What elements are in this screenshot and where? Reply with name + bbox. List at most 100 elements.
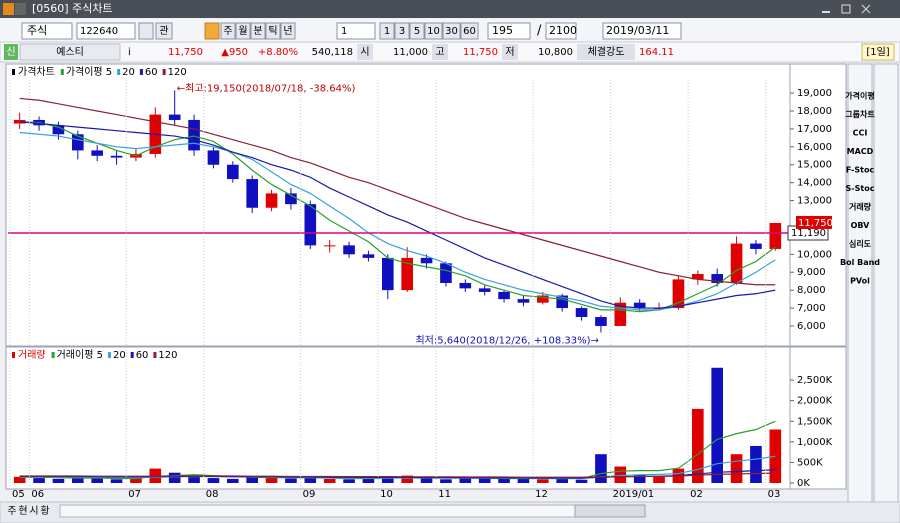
indicator-button[interactable]: S-Stoc — [846, 184, 875, 193]
indicator-button[interactable]: 가격이평 — [845, 91, 874, 101]
volume-bar — [227, 478, 239, 484]
volume-bar — [304, 477, 317, 484]
minute-button[interactable] — [379, 22, 395, 40]
close-button[interactable] — [861, 4, 871, 14]
minute-button[interactable] — [409, 22, 425, 40]
minute-button[interactable] — [424, 22, 443, 40]
y-tick-label: 0K — [797, 478, 810, 489]
volume-bar — [110, 479, 123, 484]
volume-bar — [440, 479, 452, 484]
period-label: 주 — [223, 26, 232, 37]
market-select[interactable] — [21, 22, 73, 40]
indicator-button[interactable]: MACD — [847, 147, 874, 156]
period-label: 년 — [283, 25, 292, 37]
legend-entry: 60 — [136, 350, 149, 361]
minute-button[interactable] — [394, 22, 410, 40]
volume-bar — [730, 454, 743, 484]
period-button[interactable] — [265, 22, 281, 40]
volume-bar — [33, 478, 45, 484]
period-button[interactable] — [220, 22, 236, 40]
volume-bar — [343, 479, 355, 484]
legend-entry: 거래량 — [18, 349, 46, 361]
y-tick-label: 18,000 — [797, 106, 832, 117]
y-tick-label: 14,000 — [797, 178, 832, 189]
candle-body — [91, 150, 103, 156]
watch-button[interactable] — [155, 22, 173, 40]
volume-bar — [750, 445, 762, 484]
volume-bar — [188, 476, 200, 484]
volume-bar — [72, 477, 84, 484]
indicator-button[interactable]: CCI — [853, 129, 868, 138]
date: 2019/03/11 — [606, 24, 669, 37]
unit-select[interactable] — [336, 22, 376, 40]
candle-body — [769, 222, 782, 249]
volume-bar — [130, 478, 142, 484]
candle-body — [110, 155, 123, 158]
last-price-label: 11,750 — [798, 218, 833, 229]
info[interactable]: i — [128, 47, 131, 58]
code-input[interactable] — [76, 22, 136, 40]
ma-line — [19, 121, 776, 313]
label-box — [357, 44, 373, 60]
indicator-button[interactable]: Bol Band — [840, 258, 880, 267]
volume-bar — [420, 478, 433, 484]
candle-body — [401, 257, 413, 291]
period-button[interactable] — [250, 22, 266, 40]
price-panel — [5, 63, 847, 347]
candle-body — [750, 243, 762, 249]
day-button[interactable] — [204, 22, 220, 40]
separator: / — [537, 24, 542, 39]
ma-line — [19, 472, 776, 478]
indicator-button[interactable]: 그룹차트 — [845, 109, 875, 119]
indicator-button[interactable]: 심리도 — [849, 239, 872, 249]
count-input[interactable] — [487, 22, 531, 40]
maximize-button[interactable] — [841, 4, 851, 14]
strength-label: 체결강도 — [588, 46, 625, 58]
volume-bar — [246, 477, 258, 484]
y-tick-label: 8,000 — [797, 285, 826, 296]
minute-label: 3 — [399, 26, 405, 37]
x-tick-label: 07 — [128, 489, 141, 500]
scroll-thumb[interactable] — [574, 504, 646, 518]
strength: 164.11 — [639, 47, 674, 58]
status-tab[interactable]: 황 — [40, 505, 49, 517]
indicator-button[interactable]: OBV — [851, 221, 871, 230]
high-label: 고 — [435, 47, 444, 58]
indicator-button[interactable]: 거래량 — [849, 202, 872, 212]
minute-button[interactable] — [460, 22, 479, 40]
legend-entry: 60 — [145, 67, 158, 78]
search-button[interactable] — [138, 22, 154, 40]
y-tick-label: 13,000 — [797, 196, 832, 207]
x-tick-label: 2019/01 — [613, 489, 655, 500]
minimize-button[interactable] — [822, 11, 830, 13]
y-tick-label: 15,000 — [797, 160, 832, 171]
ma-line — [19, 97, 776, 286]
candle-body — [478, 288, 491, 292]
change: ▲950 — [221, 47, 248, 58]
date-select[interactable] — [602, 22, 682, 40]
legend-entry: 20 — [113, 350, 126, 361]
volume-bar — [537, 479, 549, 484]
status-tab[interactable]: 현 — [18, 505, 27, 517]
volume-bar — [285, 478, 297, 484]
indicator-button[interactable]: F-Stoc — [846, 166, 875, 175]
scrollbar[interactable] — [59, 504, 591, 518]
legend-swatch — [153, 352, 157, 358]
candle-body — [556, 295, 568, 309]
minute-button[interactable] — [442, 22, 461, 40]
period-button[interactable] — [280, 22, 296, 40]
ma-line — [19, 121, 776, 309]
status-tab[interactable]: 주 — [7, 506, 16, 517]
indicator-button[interactable]: PVol — [850, 277, 870, 286]
candle-body — [285, 193, 297, 205]
candle-body — [672, 279, 685, 309]
chart-layer: 주 월 분 틱 년 1 3 5 10 30 60가격이평그룹차트CCIMACDF-StocS-Sto… — [7, 22, 880, 517]
y-tick-label: 16,000 — [797, 142, 832, 153]
volume-bar — [614, 466, 627, 484]
total: 2100 — [549, 24, 577, 37]
period-button[interactable] — [235, 22, 251, 40]
status-tab[interactable]: 시 — [29, 505, 38, 517]
volume-bar — [498, 478, 510, 484]
candle-body — [265, 193, 278, 208]
legend-entry: 120 — [158, 350, 177, 361]
